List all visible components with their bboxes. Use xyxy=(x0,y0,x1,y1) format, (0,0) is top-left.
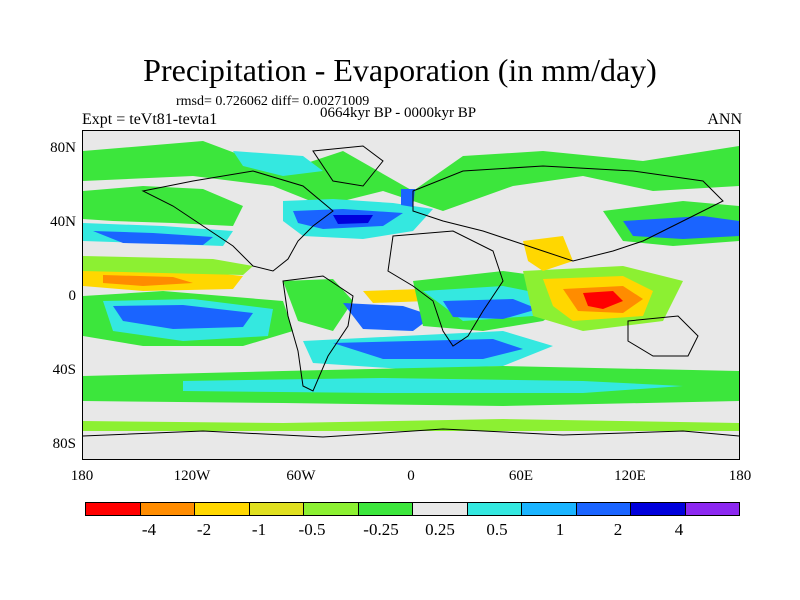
south-asia-yellow xyxy=(523,236,573,271)
colorbar-swatch xyxy=(631,503,686,515)
north-america-outline xyxy=(141,170,334,272)
south-pacific-blue xyxy=(113,305,253,329)
west-pacific-blue xyxy=(623,216,739,239)
subtropical-pacific-orange xyxy=(103,275,193,286)
world-map-panel xyxy=(82,130,740,460)
south-atlantic-blue xyxy=(333,339,523,359)
indian-ocean-blue xyxy=(443,299,538,319)
colorbar-swatch xyxy=(304,503,359,515)
africa-outline xyxy=(387,230,504,347)
colorbar-label: 1 xyxy=(555,520,565,539)
equatorial-atlantic-blue xyxy=(343,303,433,331)
colorbar-swatch xyxy=(467,503,522,515)
colorbar-swatch xyxy=(413,503,468,515)
lon-tick-label: 120E xyxy=(614,468,646,484)
season-label: ANN xyxy=(707,111,742,128)
continent-outlines xyxy=(83,145,739,438)
lat-tick-label: 0 xyxy=(68,288,77,304)
colorbar-swatch xyxy=(522,503,577,515)
lon-tick-label: 120W xyxy=(173,468,211,484)
north-atlantic-dark-blue xyxy=(333,215,373,224)
europe-blue-spot xyxy=(401,189,415,207)
australia-outline xyxy=(627,315,699,357)
north-pacific-blue xyxy=(93,231,213,245)
colorbar-swatch xyxy=(140,503,195,515)
colorbar-label: 4 xyxy=(674,520,684,539)
equatorial-atlantic-yellow xyxy=(363,289,428,303)
lat-tick-label: 40N xyxy=(50,214,76,230)
period-label: 0664kyr BP - 0000kyr BP xyxy=(320,105,477,121)
experiment-label: Expt = teVt81-tevta1 xyxy=(82,111,218,128)
colorbar-swatch xyxy=(685,503,739,515)
subtropical-pacific-green xyxy=(83,256,253,275)
anomaly-patches xyxy=(83,141,739,431)
maritime-red xyxy=(583,291,623,309)
greenland-outline xyxy=(312,145,384,187)
lat-tick-label: 80S xyxy=(52,436,76,452)
colorbar-label: -1 xyxy=(251,520,267,539)
lon-tick-label: 60W xyxy=(286,468,316,484)
arctic-cyan-band xyxy=(233,151,323,176)
colorbar-swatch xyxy=(249,503,304,515)
north-pacific-green xyxy=(83,186,243,226)
lat-tick-label: 40S xyxy=(52,362,76,378)
amazon-green xyxy=(283,279,353,331)
colorbar-swatch xyxy=(195,503,250,515)
pme-field-svg xyxy=(83,141,739,438)
southern-ocean-cyan xyxy=(183,378,683,393)
colorbar-swatch xyxy=(576,503,631,515)
lon-tick-label: 180 xyxy=(70,468,94,484)
lon-tick-label: 180 xyxy=(728,468,752,484)
colorbar-label: 0.5 xyxy=(486,520,508,539)
colorbar-label: -0.25 xyxy=(363,520,399,539)
lon-tick-label: 0 xyxy=(407,468,415,484)
colorbar-label: 0.25 xyxy=(425,520,455,539)
map-title: Precipitation - Evaporation (in mm/day) xyxy=(143,52,657,88)
colorbar xyxy=(85,502,740,516)
antarctica-outline xyxy=(83,428,739,438)
colorbar-label: -2 xyxy=(196,520,212,539)
south-america-outline xyxy=(282,275,354,392)
colorbar-label: -4 xyxy=(141,520,157,539)
lon-tick-label: 60E xyxy=(508,468,534,484)
colorbar-label: 2 xyxy=(613,520,623,539)
lat-tick-label: 80N xyxy=(50,140,76,156)
colorbar-label: -0.5 xyxy=(298,520,326,539)
eurasia-outline xyxy=(412,165,724,262)
rmsd-diff-stats: rmsd= 0.726062 diff= 0.00271009 xyxy=(176,94,370,109)
colorbar-swatch xyxy=(86,503,141,515)
antarctic-margin-green xyxy=(83,419,739,431)
colorbar-swatch xyxy=(358,503,413,515)
